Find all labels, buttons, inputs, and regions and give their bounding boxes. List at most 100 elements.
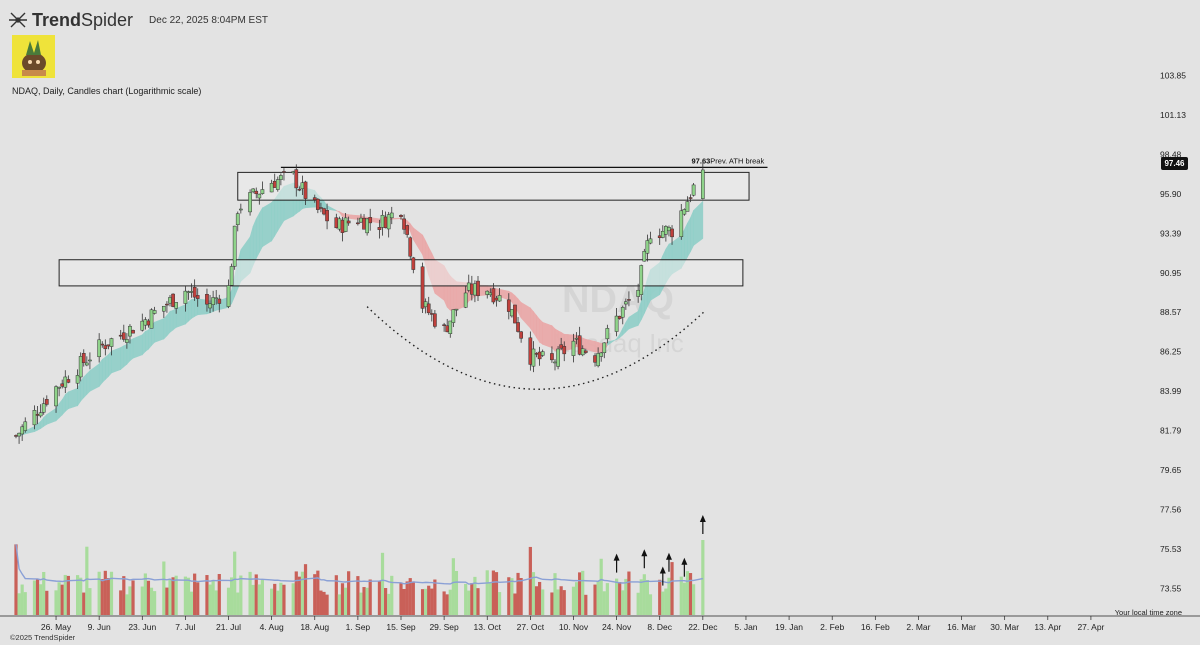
volume-bar bbox=[279, 582, 283, 615]
volume-arrow-head bbox=[699, 515, 706, 522]
volume-bar bbox=[362, 587, 366, 615]
volume-bar bbox=[100, 579, 104, 615]
volume-bar bbox=[313, 574, 317, 615]
volume-bar bbox=[692, 584, 696, 615]
candle bbox=[433, 310, 437, 329]
candle bbox=[377, 219, 382, 239]
timezone-note[interactable]: Your local time zone bbox=[1114, 608, 1182, 617]
volume-bar bbox=[226, 587, 231, 615]
candle-body bbox=[78, 356, 83, 378]
volume-bar bbox=[294, 571, 298, 615]
candle bbox=[602, 342, 607, 359]
ath-text: Prev. ATH break bbox=[710, 156, 764, 165]
candle-body bbox=[106, 344, 111, 347]
candle bbox=[171, 293, 175, 308]
candle-body bbox=[300, 182, 305, 189]
candle-body bbox=[448, 320, 453, 334]
candle bbox=[208, 295, 212, 313]
user-avatar[interactable] bbox=[12, 35, 55, 78]
candle-body bbox=[174, 302, 179, 309]
candle-body bbox=[399, 215, 403, 217]
volume-bar bbox=[507, 577, 511, 615]
volume-bar bbox=[85, 546, 89, 615]
candle bbox=[303, 180, 308, 205]
ema-cloud-segment bbox=[336, 209, 340, 213]
volume-bar bbox=[303, 564, 308, 615]
candle-body bbox=[519, 331, 523, 339]
candle bbox=[516, 317, 520, 333]
volume-bar bbox=[679, 576, 683, 615]
volume-bar bbox=[325, 594, 329, 615]
volume-bar bbox=[57, 582, 61, 615]
volume-bar bbox=[260, 579, 264, 615]
candle-body bbox=[118, 334, 123, 337]
candle-body bbox=[297, 188, 302, 191]
candle-body bbox=[411, 257, 416, 270]
candle-body bbox=[195, 295, 200, 299]
candle-body bbox=[44, 399, 49, 405]
candle bbox=[429, 309, 434, 322]
candle-body bbox=[623, 301, 628, 305]
candle bbox=[174, 302, 179, 314]
ema-cloud-segment bbox=[111, 347, 122, 374]
volume-bar bbox=[636, 592, 640, 615]
candle bbox=[473, 280, 477, 303]
volume-bar bbox=[485, 570, 489, 615]
volume-bar bbox=[45, 590, 49, 615]
candle bbox=[599, 352, 604, 362]
candle bbox=[519, 330, 523, 343]
candle-body bbox=[359, 217, 363, 223]
volume-bar bbox=[63, 574, 67, 615]
candle-body bbox=[368, 217, 373, 224]
volume-bar bbox=[670, 562, 674, 615]
x-tick-label: 13. Oct bbox=[474, 622, 502, 632]
ema-cloud-segment bbox=[154, 318, 165, 343]
candle bbox=[229, 263, 234, 286]
candle-body bbox=[23, 421, 28, 431]
rounding-bottom-arc bbox=[366, 306, 707, 390]
candle-body bbox=[664, 226, 668, 235]
candle bbox=[106, 344, 111, 350]
volume-bar bbox=[534, 586, 539, 615]
ema-cloud-segment bbox=[594, 340, 599, 353]
ema-cloud-segment bbox=[64, 391, 69, 413]
volume-bar bbox=[596, 581, 600, 615]
ath-value: 97.63 bbox=[692, 156, 711, 165]
volume-bar bbox=[658, 579, 662, 615]
volume-bar bbox=[236, 592, 240, 615]
ema-cloud-segment bbox=[520, 301, 531, 329]
candle-body bbox=[229, 266, 234, 286]
y-tick-label: 95.90 bbox=[1160, 189, 1182, 199]
candle-body bbox=[17, 432, 21, 437]
brand-logo[interactable]: TrendSpider bbox=[8, 10, 133, 31]
candle bbox=[531, 341, 536, 373]
candle-body bbox=[534, 353, 539, 355]
candle-body bbox=[161, 305, 166, 312]
volume-bar bbox=[621, 590, 625, 615]
candle-body bbox=[291, 171, 296, 174]
volume-bar bbox=[682, 582, 686, 615]
candle-body bbox=[528, 337, 533, 365]
volume-arrow-icon bbox=[681, 557, 688, 577]
candle bbox=[359, 213, 363, 223]
ema-cloud-segment bbox=[597, 342, 602, 353]
volume-bar bbox=[531, 572, 536, 615]
candle-body bbox=[627, 299, 631, 301]
candle-body bbox=[319, 207, 323, 209]
candle bbox=[491, 283, 496, 305]
resistance-zone bbox=[237, 171, 750, 201]
candle-body bbox=[466, 282, 471, 291]
candle bbox=[279, 173, 283, 186]
candle bbox=[642, 248, 647, 262]
volume-bar bbox=[664, 588, 668, 615]
ema-cloud-segment bbox=[554, 328, 559, 352]
candle-body bbox=[593, 355, 597, 363]
candle bbox=[368, 208, 373, 231]
volume-bar bbox=[556, 589, 560, 615]
ema-cloud-segment bbox=[339, 210, 343, 218]
candle bbox=[423, 298, 428, 314]
ema-cloud-segment bbox=[409, 222, 414, 240]
ema-cloud-segment bbox=[188, 298, 192, 322]
ema-cloud-segment bbox=[141, 330, 146, 356]
